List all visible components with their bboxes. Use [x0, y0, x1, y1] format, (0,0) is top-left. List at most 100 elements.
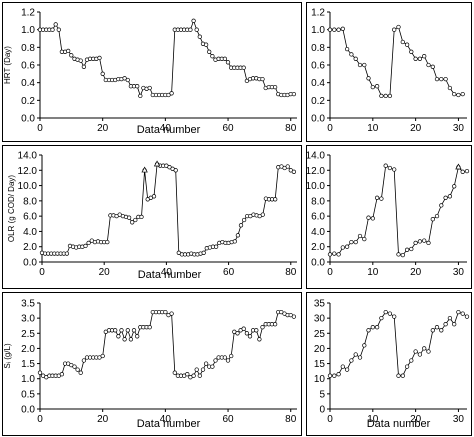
chart-4: 0.0 2.0 4.0 6.0 8.0 10.0 12.0 14.0 0 10 20 30: [306, 151, 470, 278]
data-point: [86, 240, 91, 246]
data-point: [257, 337, 262, 342]
data-point: [163, 309, 168, 315]
data-point: [336, 372, 341, 377]
data-point: [50, 27, 55, 32]
x-tick-label: 30: [453, 123, 465, 134]
data-point: [188, 27, 193, 32]
data-point: [452, 184, 457, 189]
x-tick-label: 20: [410, 267, 422, 278]
y-tick-label: 20: [314, 344, 326, 355]
y-tick-label: 0.6: [311, 61, 325, 72]
x-tick-label: 60: [222, 123, 234, 134]
y-tick-label: 0.0: [311, 114, 325, 125]
y-tick-label: 3.5: [21, 299, 35, 310]
data-point: [362, 62, 367, 68]
data-point-triangle: [455, 163, 462, 170]
x-tick-label: 20: [97, 123, 109, 134]
data-point: [191, 18, 196, 23]
data-point: [116, 334, 121, 339]
plots-layer: 0.0 0.2 0.4 0.6 0.8 1.0 1.2 0 20 40 60 80 Data numbe…: [3, 8, 470, 430]
data-point: [203, 42, 209, 47]
data-point: [83, 243, 88, 249]
data-point: [366, 76, 371, 81]
data-point: [396, 24, 401, 30]
data-point: [272, 322, 278, 327]
data-point: [169, 91, 174, 96]
data-point: [353, 239, 358, 245]
data-point: [426, 62, 431, 68]
data-point: [200, 367, 206, 372]
data-point: [443, 76, 448, 82]
data-point: [332, 27, 337, 32]
data-point: [434, 76, 440, 82]
data-point: [327, 27, 333, 32]
data-point: [417, 239, 423, 244]
data-point: [357, 355, 363, 360]
data-point: [194, 367, 199, 372]
data-point: [400, 373, 405, 378]
y-tick-label: 35: [314, 299, 326, 310]
y-axis-title: HRT (Day): [3, 46, 12, 84]
y-tick-label: 0.5: [21, 389, 35, 400]
x-tick-label: 30: [453, 267, 465, 278]
data-point: [210, 54, 215, 59]
y-tick-label: 0.0: [21, 405, 35, 416]
data-point: [128, 337, 134, 342]
data-point: [327, 252, 333, 257]
data-point: [291, 91, 297, 97]
panel-frame-si-main: [2, 292, 302, 436]
data-point: [392, 27, 397, 32]
data-point: [370, 325, 375, 330]
series-line: [330, 311, 468, 377]
data-point: [362, 236, 367, 242]
data-point: [404, 42, 410, 47]
data-point: [417, 56, 423, 61]
data-point: [379, 196, 384, 201]
data-point: [447, 315, 453, 321]
data-point: [374, 84, 380, 89]
chart-2: 0.0 0.2 0.4 0.6 0.8 1.0 1.2 0 10 20 30: [311, 8, 467, 134]
y-tick-label: 0.8: [311, 43, 325, 54]
y-tick-label: 12.0: [306, 166, 326, 177]
data-point: [366, 328, 371, 333]
y-tick-label: 2.0: [311, 242, 325, 253]
data-point: [439, 328, 444, 333]
data-point: [434, 213, 440, 219]
x-tick-label: 0: [37, 414, 43, 425]
data-point: [59, 372, 65, 377]
data-point: [244, 331, 250, 336]
data-point: [452, 91, 457, 97]
data-point: [374, 325, 380, 330]
panel-frame-hrt-small: [306, 2, 472, 142]
y-tick-label: 1.2: [21, 8, 35, 19]
x-tick-label: 20: [410, 123, 422, 134]
data-point: [332, 251, 337, 256]
data-point: [229, 353, 234, 359]
data-point: [222, 56, 228, 61]
y-tick-label: 12.0: [18, 166, 38, 177]
panel-frame-olr-main: [2, 145, 302, 289]
x-axis-title: Data number: [367, 418, 431, 430]
y-tick-label: 0.2: [311, 96, 325, 107]
data-point: [222, 355, 228, 360]
data-point: [122, 337, 127, 342]
data-point: [75, 367, 80, 372]
data-point: [452, 322, 457, 327]
data-point: [422, 238, 427, 243]
data-point: [147, 325, 152, 330]
data-point: [213, 244, 219, 249]
series-line: [41, 163, 295, 255]
x-tick-label: 10: [367, 267, 379, 278]
data-point: [125, 328, 130, 333]
x-tick-label: 30: [453, 414, 465, 425]
data-point: [460, 91, 465, 97]
data-point: [349, 52, 354, 57]
data-point: [173, 168, 178, 173]
data-point: [272, 84, 278, 90]
y-tick-label: 8.0: [311, 196, 325, 207]
data-point: [69, 53, 74, 58]
y-tick-label: 1.5: [21, 359, 35, 370]
y-tick-label: 1.0: [21, 25, 35, 36]
chart-5: 0.0 0.5 1.0 1.5 2.0 2.5 3.0 3.5 0 20 40 60 80 Data nu…: [3, 299, 297, 430]
